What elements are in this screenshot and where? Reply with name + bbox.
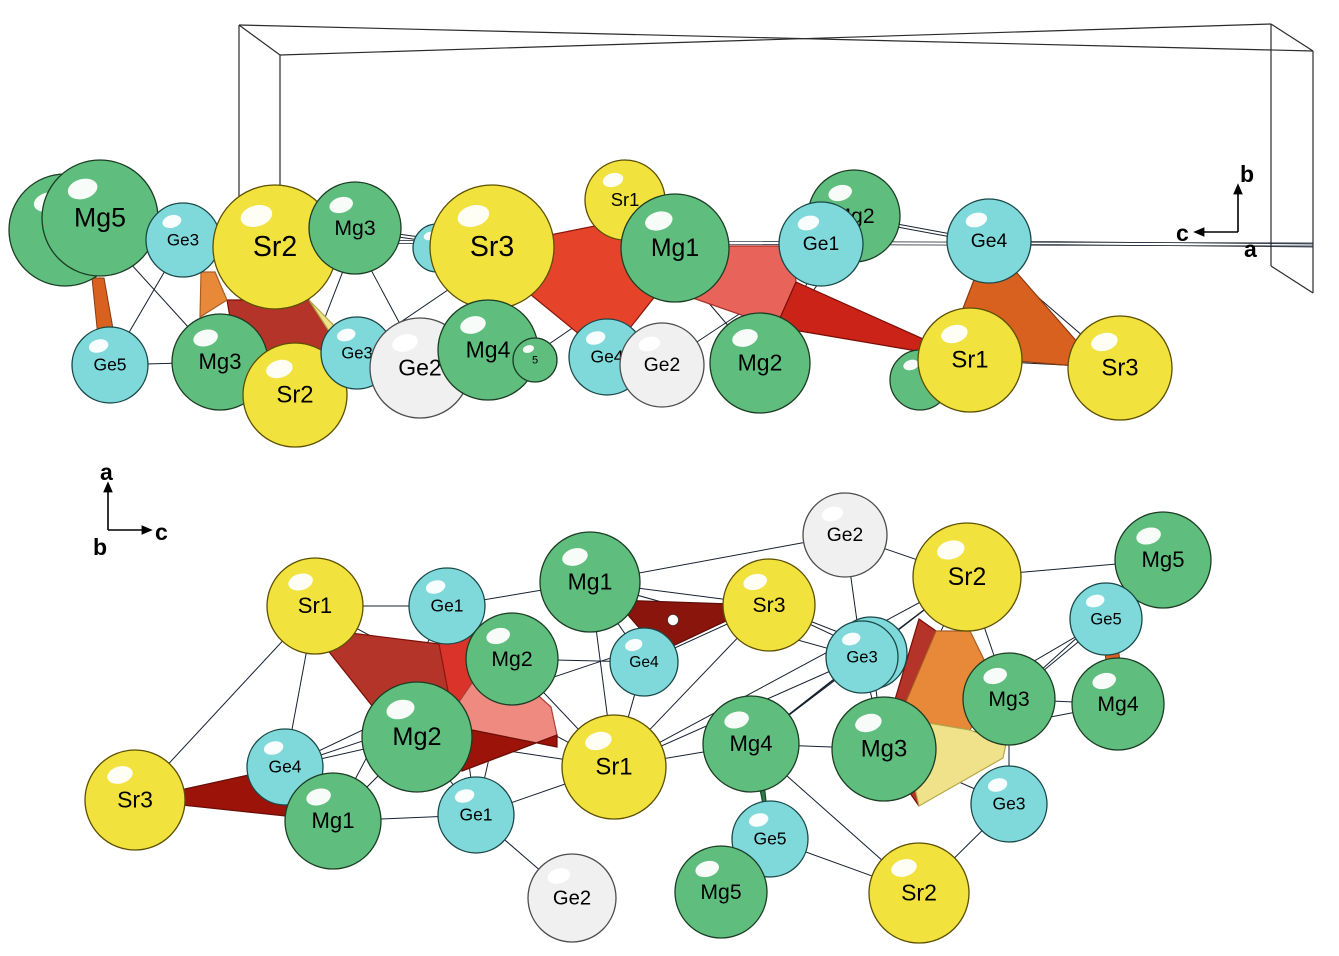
svg-text:Sr2: Sr2: [901, 879, 937, 905]
svg-text:Ge5: Ge5: [1090, 609, 1121, 628]
svg-text:c: c: [155, 519, 168, 545]
svg-text:Mg5: Mg5: [700, 881, 741, 904]
svg-text:Sr3: Sr3: [1101, 355, 1138, 382]
svg-text:Ge4: Ge4: [590, 347, 623, 367]
svg-text:5: 5: [532, 355, 538, 367]
svg-text:b: b: [93, 534, 107, 560]
svg-text:a: a: [100, 459, 113, 485]
svg-text:Mg3: Mg3: [861, 736, 907, 763]
svg-text:Mg1: Mg1: [651, 235, 699, 262]
svg-text:Ge2: Ge2: [644, 355, 680, 376]
svg-text:Ge5: Ge5: [753, 829, 786, 849]
svg-text:Sr3: Sr3: [470, 231, 514, 263]
svg-text:Sr1: Sr1: [951, 347, 988, 374]
svg-text:Mg5: Mg5: [74, 203, 126, 233]
svg-text:Sr3: Sr3: [753, 594, 786, 617]
svg-text:Mg2: Mg2: [392, 723, 441, 751]
svg-text:Sr2: Sr2: [253, 231, 297, 263]
svg-text:Ge3: Ge3: [992, 794, 1025, 814]
svg-text:a: a: [1244, 236, 1257, 262]
svg-text:Sr2: Sr2: [948, 564, 987, 591]
svg-text:Mg4: Mg4: [466, 336, 511, 362]
svg-text:Ge2: Ge2: [398, 354, 441, 380]
svg-text:Mg1: Mg1: [312, 808, 355, 833]
svg-text:Mg4: Mg4: [730, 731, 773, 756]
svg-text:Ge1: Ge1: [459, 805, 492, 825]
svg-text:Mg3: Mg3: [199, 349, 242, 374]
svg-text:Ge4: Ge4: [971, 231, 1008, 252]
svg-text:Mg3: Mg3: [988, 688, 1029, 711]
svg-text:Ge1: Ge1: [430, 596, 463, 616]
svg-text:Sr3: Sr3: [117, 786, 153, 812]
svg-text:Mg4: Mg4: [1097, 693, 1138, 716]
svg-text:Ge4: Ge4: [268, 757, 301, 777]
svg-text:Ge3: Ge3: [341, 343, 372, 362]
svg-text:Ge3: Ge3: [167, 230, 199, 249]
svg-text:Ge4: Ge4: [629, 654, 659, 671]
svg-text:Sr1: Sr1: [611, 189, 640, 210]
svg-text:Mg2: Mg2: [738, 349, 783, 375]
svg-text:Ge1: Ge1: [803, 234, 839, 255]
svg-text:Sr2: Sr2: [276, 382, 313, 409]
svg-text:Mg3: Mg3: [334, 217, 375, 240]
svg-text:Mg5: Mg5: [1142, 547, 1185, 572]
svg-text:Mg1: Mg1: [568, 568, 613, 594]
svg-text:Mg2: Mg2: [491, 648, 532, 671]
svg-text:Sr1: Sr1: [595, 754, 632, 781]
svg-text:Ge3: Ge3: [846, 647, 877, 666]
svg-text:c: c: [1176, 220, 1189, 246]
svg-text:b: b: [1240, 161, 1254, 187]
svg-text:Sr1: Sr1: [298, 593, 332, 618]
svg-text:Ge2: Ge2: [553, 888, 591, 910]
svg-text:Ge5: Ge5: [93, 355, 126, 375]
svg-text:Ge2: Ge2: [827, 525, 863, 546]
